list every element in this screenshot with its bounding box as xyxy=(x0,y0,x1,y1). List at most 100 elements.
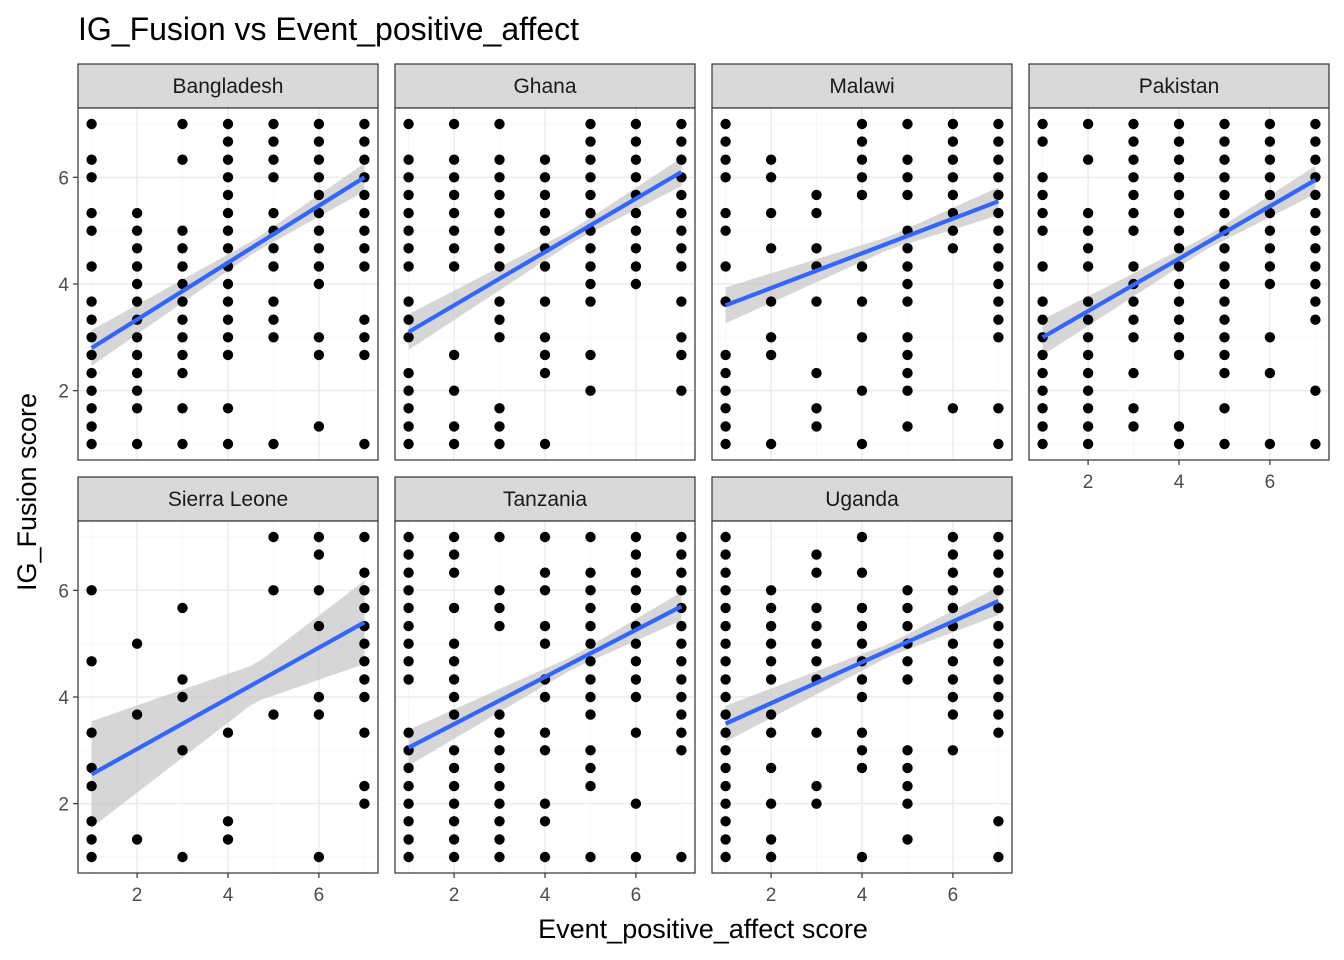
data-point xyxy=(585,385,596,396)
data-point xyxy=(448,567,460,578)
data-point xyxy=(585,638,596,649)
regression-line xyxy=(90,175,366,350)
data-point xyxy=(585,567,596,578)
data-point xyxy=(1219,438,1230,450)
data-point xyxy=(765,620,777,632)
data-point xyxy=(1310,225,1321,236)
x-tick-label: 4 xyxy=(223,885,234,906)
data-point xyxy=(630,118,642,130)
data-point xyxy=(222,136,234,147)
data-point xyxy=(1219,367,1230,379)
data-point xyxy=(993,674,1004,685)
data-point xyxy=(222,225,234,236)
data-point xyxy=(448,531,460,543)
data-point xyxy=(403,602,414,614)
data-point xyxy=(720,816,731,827)
data-point xyxy=(1219,154,1230,165)
data-point xyxy=(720,172,731,183)
data-point xyxy=(1128,421,1139,432)
data-point xyxy=(86,261,97,272)
data-point xyxy=(86,656,97,667)
data-point xyxy=(539,798,551,809)
data-point xyxy=(676,189,687,201)
data-point xyxy=(1264,225,1276,236)
data-point xyxy=(585,118,596,130)
data-point xyxy=(222,278,234,290)
data-point xyxy=(720,349,731,361)
data-point xyxy=(585,691,596,703)
data-point xyxy=(1264,207,1276,219)
data-point xyxy=(86,780,97,792)
data-point xyxy=(403,567,414,578)
data-point xyxy=(1264,172,1276,183)
data-point xyxy=(359,780,370,792)
data-point xyxy=(993,602,1004,614)
data-point xyxy=(1128,225,1139,236)
data-point xyxy=(1173,278,1185,290)
data-point xyxy=(811,296,822,307)
data-point xyxy=(1128,367,1139,379)
data-point xyxy=(359,602,370,614)
data-point xyxy=(1082,154,1094,165)
data-point xyxy=(811,243,822,254)
data-point xyxy=(947,691,959,703)
data-point xyxy=(177,296,188,307)
data-point xyxy=(1219,332,1230,343)
data-point xyxy=(313,118,325,130)
data-point xyxy=(902,780,913,792)
data-point xyxy=(811,638,822,649)
data-point xyxy=(86,172,97,183)
data-point xyxy=(1264,136,1276,147)
data-point xyxy=(177,278,188,290)
data-point xyxy=(902,585,913,596)
data-point xyxy=(1219,189,1230,201)
data-point xyxy=(630,278,642,290)
data-point xyxy=(902,261,913,272)
data-point xyxy=(359,674,370,685)
data-point xyxy=(359,727,370,738)
data-point xyxy=(720,154,731,165)
data-point xyxy=(630,656,642,667)
data-point xyxy=(448,816,460,827)
data-point xyxy=(403,172,414,183)
data-point xyxy=(131,296,143,307)
data-point xyxy=(222,172,234,183)
data-point xyxy=(1219,261,1230,272)
panel-pakistan: Pakistan 2 4 6 xyxy=(1028,63,1330,493)
data-point xyxy=(1264,243,1276,254)
data-point xyxy=(902,278,913,290)
data-point xyxy=(403,620,414,632)
y-tick-label: 2 xyxy=(58,382,69,403)
data-point xyxy=(1128,154,1139,165)
data-point xyxy=(222,816,234,827)
data-point xyxy=(1264,438,1276,450)
data-point xyxy=(448,602,460,614)
data-point xyxy=(268,438,279,450)
data-point xyxy=(1173,189,1185,201)
data-point xyxy=(403,243,414,254)
data-point xyxy=(86,438,97,450)
data-point xyxy=(676,745,687,756)
data-point xyxy=(676,585,687,596)
strip-background xyxy=(394,476,696,522)
data-point xyxy=(131,261,143,272)
data-point xyxy=(676,851,687,863)
data-point xyxy=(131,438,143,450)
data-point xyxy=(177,314,188,325)
data-point xyxy=(993,549,1004,560)
data-point xyxy=(720,851,731,863)
data-point xyxy=(177,403,188,414)
data-point xyxy=(902,762,913,774)
data-point xyxy=(403,851,414,863)
y-tick-label: 2 xyxy=(58,795,69,816)
data-point xyxy=(494,189,505,201)
data-point xyxy=(177,367,188,379)
data-point xyxy=(448,438,460,450)
data-point xyxy=(313,261,325,272)
data-point xyxy=(359,638,370,649)
data-point xyxy=(1037,261,1048,272)
panel-border xyxy=(711,107,1013,461)
data-point xyxy=(856,567,868,578)
data-point xyxy=(539,154,551,165)
